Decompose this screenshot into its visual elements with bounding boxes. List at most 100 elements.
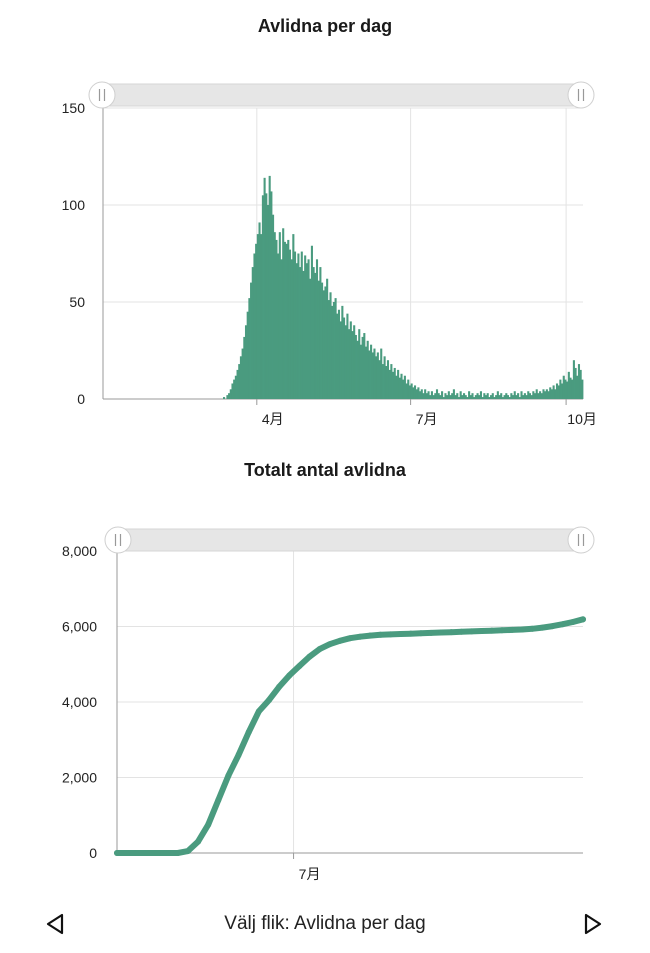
data-point	[549, 623, 556, 630]
bar	[295, 263, 298, 399]
bar	[392, 371, 395, 399]
data-point	[347, 635, 353, 642]
bar	[405, 383, 408, 399]
bar	[375, 356, 378, 399]
bar	[282, 228, 285, 399]
bar	[500, 393, 503, 399]
bar	[427, 391, 430, 399]
bar	[385, 366, 388, 399]
data-point	[509, 626, 516, 633]
bar	[297, 253, 300, 399]
bar	[505, 393, 508, 399]
bar	[397, 369, 400, 399]
series-line	[114, 616, 586, 856]
bar	[468, 391, 471, 399]
bar	[266, 205, 270, 399]
bar	[260, 234, 263, 399]
bar	[422, 393, 425, 399]
data-point	[377, 631, 384, 638]
bar	[280, 259, 283, 399]
bar	[223, 397, 226, 399]
x-tick-label: 4月	[262, 411, 284, 427]
daily-deaths-chart: 0 50 100 150 4月 7月 10月	[62, 81, 597, 427]
bar	[559, 379, 562, 399]
bar	[226, 395, 229, 399]
previous-tab-button[interactable]	[40, 909, 70, 939]
data-point	[498, 627, 505, 634]
data-point	[448, 629, 455, 636]
data-point	[559, 621, 566, 628]
data-point	[326, 641, 333, 648]
bar	[293, 251, 297, 399]
bar	[434, 393, 437, 399]
bar	[378, 360, 381, 399]
data-point	[417, 630, 424, 637]
bar	[400, 373, 403, 399]
data-point	[215, 797, 222, 804]
data-point	[255, 708, 262, 715]
bar	[417, 387, 420, 399]
next-tab-button[interactable]	[578, 909, 608, 939]
total-deaths-chart: 0 2,000 4,000 6,000 8,000 7月	[62, 526, 595, 882]
bar	[292, 234, 295, 399]
data-point	[397, 631, 404, 638]
bar	[322, 290, 325, 399]
range-slider[interactable]	[88, 81, 595, 109]
range-slider-right-handle[interactable]	[567, 81, 595, 109]
bar	[255, 243, 258, 399]
bar	[364, 346, 368, 399]
bar	[407, 379, 410, 399]
bar	[444, 393, 447, 399]
data-point	[174, 850, 181, 856]
bar	[324, 286, 327, 399]
data-point	[478, 628, 485, 635]
bar	[373, 348, 376, 399]
bar	[561, 383, 564, 399]
slider-handle-knob	[104, 526, 132, 554]
bar	[343, 317, 346, 399]
data-point	[144, 850, 151, 856]
bar	[300, 251, 303, 399]
bar	[474, 395, 477, 399]
bar	[261, 195, 264, 399]
bar	[275, 239, 278, 399]
bar	[398, 377, 401, 399]
range-slider-left-handle[interactable]	[104, 526, 132, 554]
bar	[332, 302, 335, 399]
bar	[442, 397, 445, 399]
bar	[353, 325, 356, 399]
bar	[310, 245, 313, 399]
bar	[508, 397, 511, 399]
data-point	[154, 850, 161, 856]
chart-title-total-deaths: Totalt antal avlidna	[244, 460, 406, 480]
bar	[483, 393, 486, 399]
slider-handle-knob	[88, 81, 116, 109]
bar	[535, 389, 538, 399]
tab-navigation: Välj flik: Avlidna per dag	[0, 905, 650, 941]
bar	[336, 313, 339, 399]
data-point	[276, 683, 283, 690]
data-point	[134, 850, 141, 856]
data-point	[438, 629, 445, 636]
range-slider-left-handle[interactable]	[88, 81, 116, 109]
bar	[513, 391, 516, 399]
bar	[503, 395, 506, 399]
y-tick-label: 0	[77, 391, 85, 407]
bar	[415, 389, 418, 399]
bar	[381, 364, 384, 399]
y-tick-label: 8,000	[62, 543, 97, 559]
bar	[239, 356, 242, 399]
bar	[238, 364, 241, 399]
bar	[545, 389, 548, 399]
bar	[424, 389, 427, 399]
range-slider[interactable]	[104, 526, 595, 554]
slider-handle-knob	[567, 81, 595, 109]
bar	[241, 348, 244, 399]
bar	[228, 393, 231, 399]
range-slider-right-handle[interactable]	[567, 526, 595, 554]
bar	[496, 391, 499, 399]
bar	[572, 360, 575, 399]
bar	[251, 267, 254, 399]
data-point	[286, 672, 293, 679]
bar	[569, 377, 572, 399]
